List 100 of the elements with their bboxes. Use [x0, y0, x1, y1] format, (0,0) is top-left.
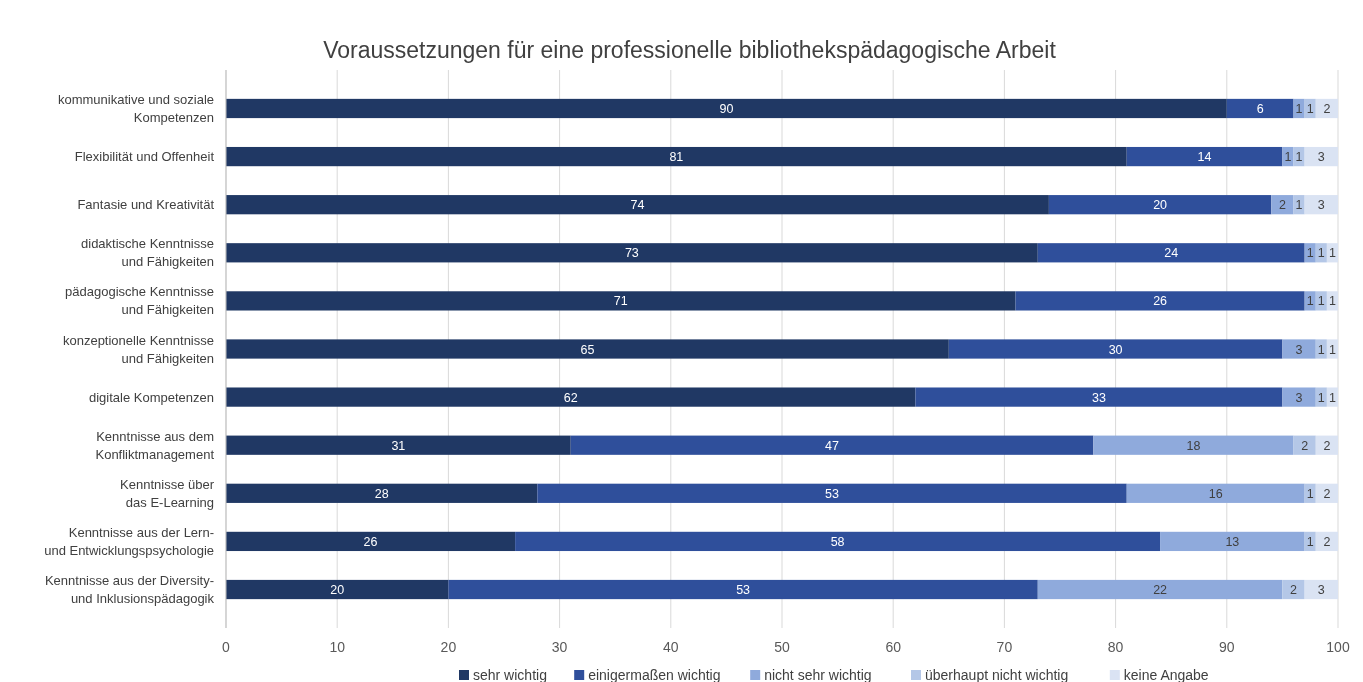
bar [1304, 195, 1338, 215]
bar [1126, 146, 1283, 167]
bar [448, 579, 1038, 600]
bar [1282, 339, 1316, 359]
data-label: 2 [1290, 583, 1298, 598]
data-label: 1 [1328, 390, 1336, 405]
data-label: 47 [825, 438, 840, 453]
data-label: 2 [1323, 486, 1331, 501]
y-tick-label: konzeptionelle Kenntnisse und Fähigkeiten [62, 332, 214, 366]
y-tick-label: Kenntnisse aus der Diversity- und Inklusionspädagogik [44, 573, 215, 607]
bar [1160, 531, 1305, 552]
data-label: 1 [1317, 294, 1325, 309]
data-label: 53 [736, 583, 751, 598]
data-label: 1 [1317, 342, 1325, 357]
data-label: 1 [1295, 101, 1303, 116]
data-label: 3 [1317, 198, 1325, 213]
x-tick-label: 60 [885, 639, 902, 655]
bar [1304, 146, 1338, 167]
bar [226, 483, 538, 503]
bar [226, 98, 1227, 119]
bar [570, 435, 1094, 455]
y-tick-label: Kenntnisse aus dem Konfliktmanagement [95, 428, 215, 462]
data-label: 62 [563, 390, 578, 405]
y-tick-label: Kenntnisse über das E-Learning [120, 476, 215, 510]
data-label: 14 [1197, 150, 1212, 165]
data-label: 74 [630, 198, 645, 213]
bar [1126, 483, 1305, 503]
legend-label: keine Angabe [1123, 667, 1209, 682]
bar [226, 579, 449, 600]
data-label: 71 [613, 294, 628, 309]
data-label: 1 [1306, 534, 1314, 549]
data-label: 2 [1323, 101, 1331, 116]
legend-label: sehr wichtig [473, 667, 547, 682]
legend-label: einigermaßen wichtig [588, 667, 721, 682]
data-label: 81 [669, 150, 684, 165]
bar [515, 531, 1161, 552]
x-tick-label: 80 [1107, 639, 1124, 655]
bar [948, 339, 1283, 359]
x-tick-label: 70 [996, 639, 1013, 655]
data-label: 2 [1278, 198, 1286, 213]
y-tick-label: Fantasie und Kreativität [77, 197, 215, 213]
legend-label: überhaupt nicht wichtig [925, 667, 1069, 682]
bar [1304, 579, 1338, 600]
data-label: 1 [1306, 294, 1314, 309]
bar [226, 339, 949, 359]
data-label: 1 [1317, 390, 1325, 405]
y-tick-label: Flexibilität und Offenheit [74, 149, 215, 165]
x-tick-label: 30 [551, 639, 568, 655]
x-tick-label: 50 [774, 639, 790, 655]
bar [1282, 579, 1305, 600]
x-tick-label: 10 [329, 639, 346, 655]
data-label: 58 [830, 534, 845, 549]
bar [1015, 291, 1305, 311]
data-label: 26 [1153, 294, 1168, 309]
legend-label: nicht sehr wichtig [764, 667, 872, 682]
bar [537, 483, 1127, 503]
data-label: 3 [1317, 583, 1325, 598]
data-label: 2 [1301, 438, 1309, 453]
data-label: 28 [374, 486, 389, 501]
data-label: 16 [1208, 486, 1223, 501]
bar [1282, 146, 1294, 167]
y-tick-label: pädagogische Kenntnisse und Fähigkeiten [65, 284, 214, 318]
data-label: 20 [1153, 198, 1168, 213]
data-label: 26 [363, 534, 378, 549]
x-tick-label: 20 [440, 639, 457, 655]
data-label: 1 [1328, 294, 1336, 309]
data-label: 1 [1317, 246, 1325, 261]
data-label: 1 [1306, 246, 1314, 261]
bar [226, 195, 1049, 215]
bar [915, 387, 1283, 407]
data-label: 1 [1328, 342, 1336, 357]
data-label: 20 [330, 583, 345, 598]
data-label: 24 [1164, 246, 1179, 261]
bar [1271, 195, 1294, 215]
data-label: 1 [1306, 486, 1314, 501]
bar [1282, 387, 1316, 407]
data-label: 1 [1306, 101, 1314, 116]
bar [226, 243, 1038, 263]
bar [226, 146, 1127, 167]
data-label: 22 [1153, 583, 1168, 598]
data-label: 3 [1317, 150, 1325, 165]
y-tick-label: kommunikative und soziale Kompetenzen [57, 91, 214, 125]
bar [226, 435, 571, 455]
data-label: 1 [1295, 150, 1303, 165]
x-tick-label: 0 [222, 639, 231, 655]
data-label: 73 [624, 246, 639, 261]
x-tick-label: 40 [663, 639, 679, 655]
x-tick-label: 100 [1326, 639, 1350, 655]
bar [1037, 579, 1283, 600]
x-tick-label: 90 [1219, 639, 1235, 655]
data-label: 3 [1295, 390, 1303, 405]
bar [1037, 243, 1305, 263]
bar [1048, 195, 1272, 215]
data-label: 31 [391, 438, 406, 453]
data-label: 90 [719, 101, 734, 116]
data-label: 1 [1284, 150, 1292, 165]
data-label: 1 [1328, 246, 1336, 261]
bar [226, 291, 1016, 311]
data-label: 6 [1256, 101, 1264, 116]
bar [1093, 435, 1294, 455]
